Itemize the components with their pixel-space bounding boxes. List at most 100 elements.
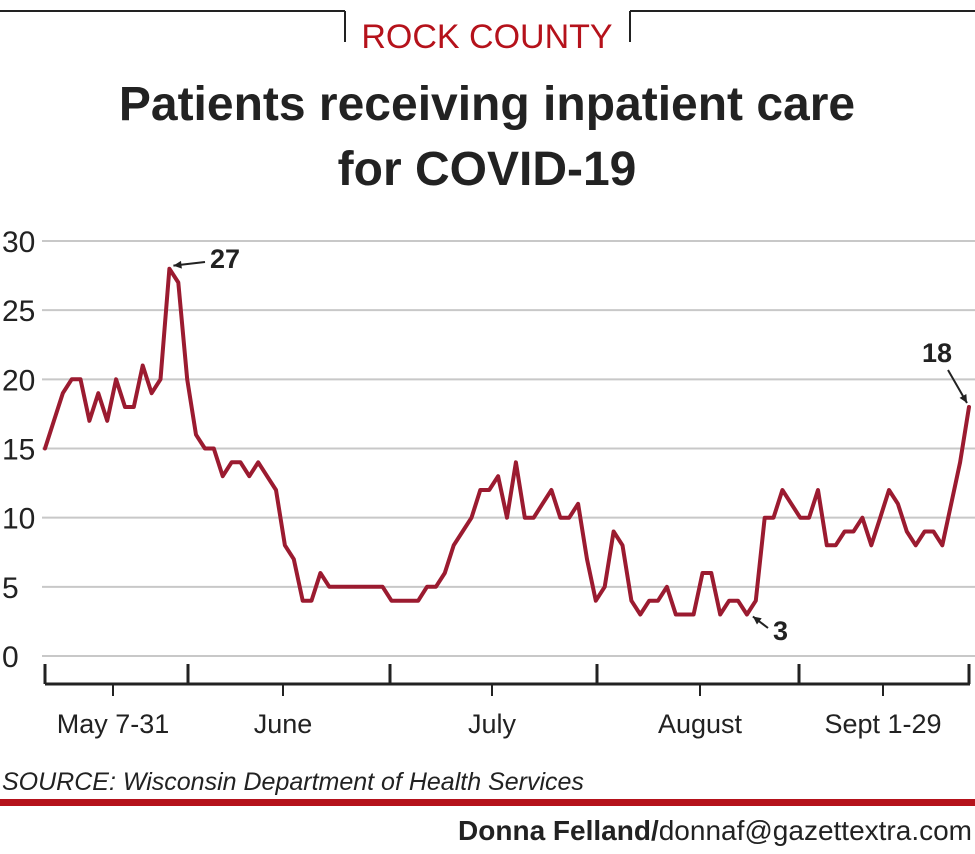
data-point-93 — [869, 543, 873, 547]
data-point-9 — [123, 405, 127, 409]
data-point-50 — [487, 488, 491, 492]
x-tick-label-2: July — [468, 709, 517, 739]
data-point-58 — [558, 516, 562, 520]
data-point-34 — [345, 585, 349, 589]
data-point-27 — [283, 543, 287, 547]
data-point-74 — [700, 571, 704, 575]
data-point-31 — [318, 571, 322, 575]
data-point-53 — [514, 460, 518, 464]
data-point-15 — [176, 281, 180, 284]
data-point-6 — [96, 391, 100, 395]
data-point-63 — [603, 585, 607, 589]
data-point-37 — [372, 585, 376, 589]
data-point-42 — [416, 599, 420, 603]
data-point-38 — [381, 585, 385, 589]
data-point-91 — [852, 530, 855, 533]
data-point-70 — [665, 585, 669, 589]
data-point-96 — [896, 502, 900, 506]
y-tick-label-20: 20 — [2, 364, 35, 397]
data-point-29 — [301, 599, 305, 603]
data-point-99 — [923, 530, 927, 533]
data-point-59 — [567, 516, 571, 520]
credit-name: Donna Felland/ — [458, 815, 659, 846]
data-point-102 — [949, 502, 953, 506]
data-point-23 — [247, 474, 251, 478]
y-tick-label-5: 5 — [2, 572, 19, 605]
data-point-86 — [807, 516, 811, 520]
data-point-54 — [523, 516, 527, 520]
data-point-44 — [434, 585, 438, 589]
x-axis: May 7-31 June July August Sept 1-29 — [43, 664, 971, 739]
y-tick-label-25: 25 — [2, 295, 35, 328]
data-point-22 — [238, 460, 242, 464]
data-point-33 — [336, 585, 340, 589]
data-point-8 — [114, 377, 118, 381]
data-point-11 — [141, 364, 145, 367]
data-point-90 — [843, 530, 847, 533]
data-point-101 — [940, 543, 944, 547]
data-point-4 — [79, 377, 83, 381]
data-point-7 — [105, 419, 109, 423]
data-point-24 — [256, 460, 260, 464]
data-point-5 — [87, 419, 91, 423]
data-point-88 — [825, 543, 829, 547]
data-point-82 — [772, 516, 776, 520]
data-point-94 — [878, 516, 882, 520]
data-point-52 — [505, 516, 509, 520]
data-point-79 — [745, 613, 749, 616]
data-point-36 — [363, 585, 367, 589]
title-line-2: for COVID-19 — [338, 143, 637, 196]
data-point-89 — [834, 543, 838, 547]
y-tick-label-15: 15 — [2, 434, 35, 467]
data-point-75 — [709, 571, 713, 575]
data-point-80 — [754, 599, 758, 603]
footer-rule — [0, 799, 975, 806]
data-point-98 — [914, 543, 918, 547]
kicker: ROCK COUNTY — [361, 18, 612, 56]
data-point-32 — [327, 585, 331, 589]
data-point-30 — [310, 599, 314, 603]
data-point-72 — [683, 613, 687, 616]
data-point-56 — [541, 502, 545, 506]
kicker-bracket — [0, 10, 975, 42]
data-point-71 — [674, 613, 678, 616]
data-point-77 — [727, 599, 731, 603]
data-point-2 — [61, 391, 65, 395]
annotation-arrowhead-18 — [959, 394, 967, 403]
y-tick-label-10: 10 — [2, 503, 35, 536]
data-point-18 — [203, 447, 207, 450]
x-tick-label-1: June — [254, 709, 313, 739]
data-point-85 — [798, 516, 802, 520]
data-point-51 — [496, 474, 500, 478]
data-point-25 — [265, 474, 269, 478]
data-point-81 — [763, 516, 767, 520]
credit-email: donnaf@gazettextra.com — [659, 815, 972, 846]
annotation-arrowhead-27 — [173, 260, 182, 269]
data-point-45 — [443, 571, 447, 575]
data-point-60 — [576, 502, 580, 506]
data-point-0 — [43, 447, 47, 450]
data-point-78 — [736, 599, 740, 603]
data-point-17 — [194, 433, 198, 437]
data-point-46 — [452, 543, 456, 547]
data-point-66 — [629, 599, 633, 603]
data-point-19 — [212, 447, 216, 450]
annotations: 27 3 18 — [173, 244, 968, 646]
data-point-103 — [958, 460, 962, 464]
data-point-55 — [532, 516, 536, 520]
data-point-83 — [780, 488, 784, 492]
data-point-26 — [274, 488, 278, 492]
source-note: SOURCE: Wisconsin Department of Health S… — [2, 768, 584, 796]
y-axis: 0 5 10 15 20 25 30 — [2, 226, 35, 674]
data-point-62 — [594, 599, 598, 603]
data-point-21 — [230, 460, 234, 464]
x-tick-label-3: August — [658, 709, 743, 739]
data-point-41 — [407, 599, 411, 603]
x-tick-label-4: Sept 1-29 — [824, 709, 941, 739]
data-point-61 — [585, 557, 589, 561]
data-point-10 — [132, 405, 136, 409]
credit: Donna Felland/donnaf@gazettextra.com — [458, 815, 972, 846]
series — [43, 266, 971, 617]
data-point-73 — [692, 613, 696, 616]
